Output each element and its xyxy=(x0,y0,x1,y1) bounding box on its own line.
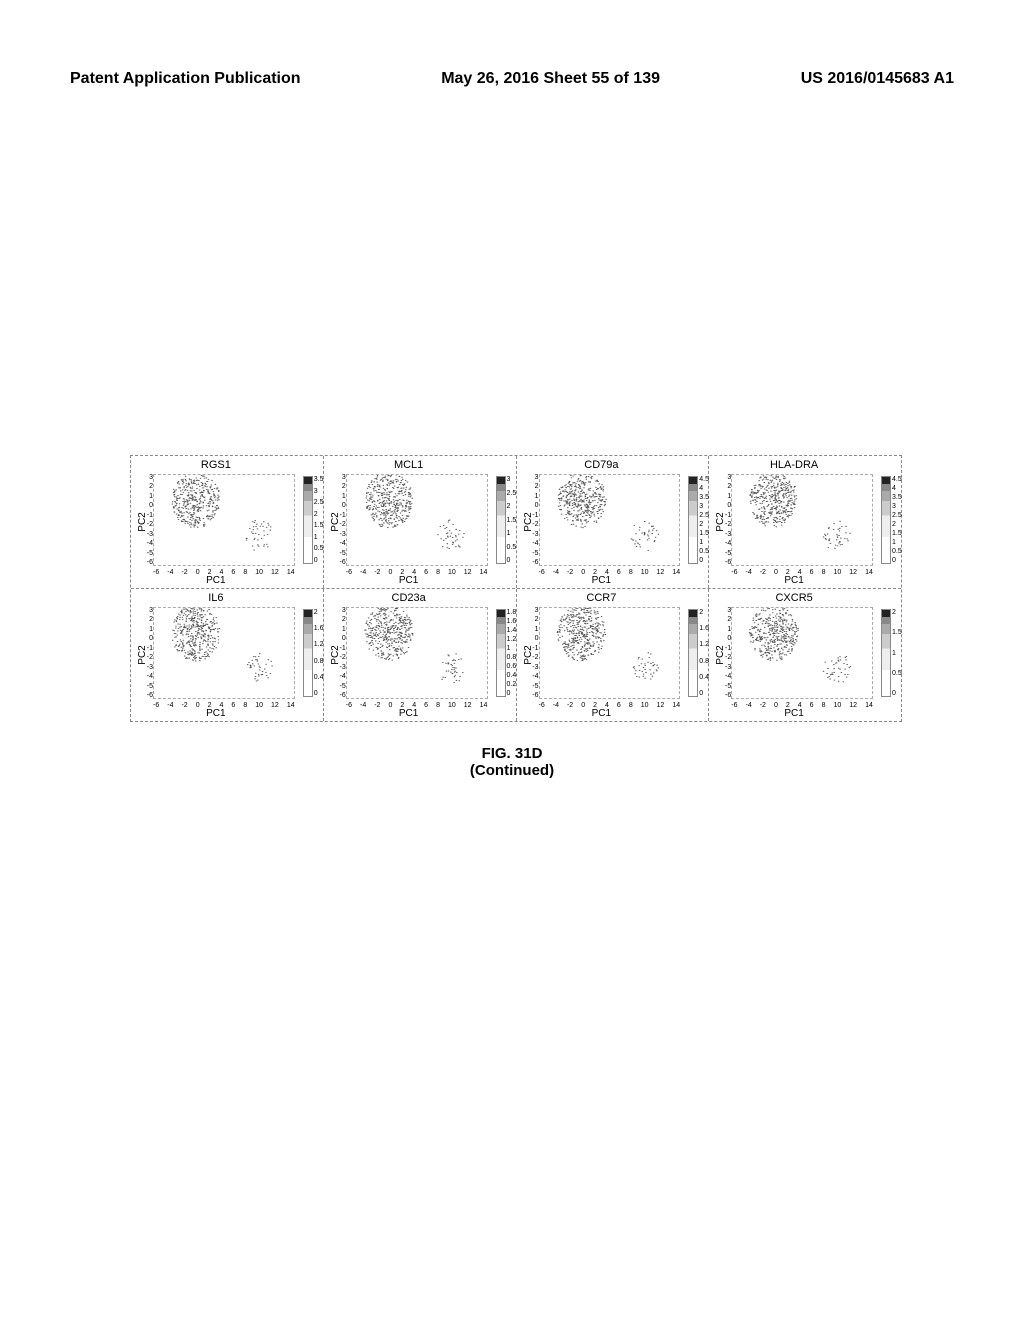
chart-title: CCR7 xyxy=(517,592,687,604)
colorbar xyxy=(496,476,506,564)
colorbar-ticks: 21.61.20.80.40 xyxy=(314,609,323,697)
chart-cell-cxcr5: CXCR5PC2-6-5-4-3-2-10123-6-4-20246810121… xyxy=(709,589,901,721)
scatter-svg xyxy=(154,475,294,565)
plot-area xyxy=(153,474,295,566)
colorbar xyxy=(496,609,506,697)
plot-area xyxy=(731,474,873,566)
plot-area xyxy=(731,607,873,699)
colorbar xyxy=(688,609,698,697)
chart-row: RGS1PC2-6-5-4-3-2-10123-6-4-202468101214… xyxy=(131,456,901,589)
y-ticks: -6-5-4-3-2-10123 xyxy=(334,607,346,699)
scatter-svg xyxy=(732,608,872,698)
colorbar xyxy=(303,476,313,564)
caption-line2: (Continued) xyxy=(0,762,1024,779)
y-ticks: -6-5-4-3-2-10123 xyxy=(141,607,153,699)
y-ticks: -6-5-4-3-2-10123 xyxy=(527,607,539,699)
colorbar xyxy=(881,476,891,564)
figure-caption: FIG. 31D (Continued) xyxy=(0,745,1024,779)
x-axis-label: PC1 xyxy=(324,708,494,719)
chart-cell-cd79a: CD79aPC2-6-5-4-3-2-10123-6-4-20246810121… xyxy=(517,456,710,588)
scatter-svg xyxy=(540,475,680,565)
chart-title: IL6 xyxy=(131,592,301,604)
chart-title: CXCR5 xyxy=(709,592,879,604)
chart-title: RGS1 xyxy=(131,459,301,471)
x-axis-label: PC1 xyxy=(324,575,494,586)
chart-title: CD79a xyxy=(517,459,687,471)
colorbar-ticks: 32.521.510.50 xyxy=(507,476,516,564)
chart-cell-il6: IL6PC2-6-5-4-3-2-10123-6-4-202468101214P… xyxy=(131,589,324,721)
header-center: May 26, 2016 Sheet 55 of 139 xyxy=(301,70,801,88)
chart-title: HLA-DRA xyxy=(709,459,879,471)
y-ticks: -6-5-4-3-2-10123 xyxy=(141,474,153,566)
chart-cell-rgs1: RGS1PC2-6-5-4-3-2-10123-6-4-202468101214… xyxy=(131,456,324,588)
plot-area xyxy=(153,607,295,699)
chart-cell-ccr7: CCR7PC2-6-5-4-3-2-10123-6-4-202468101214… xyxy=(517,589,710,721)
colorbar-ticks: 3.532.521.510.50 xyxy=(314,476,323,564)
header-left: Patent Application Publication xyxy=(70,70,301,88)
scatter-svg xyxy=(347,608,487,698)
page-header: Patent Application Publication May 26, 2… xyxy=(0,70,1024,88)
chart-title: CD23a xyxy=(324,592,494,604)
x-axis-label: PC1 xyxy=(131,708,301,719)
scatter-svg xyxy=(732,475,872,565)
colorbar-ticks: 4.543.532.521.510.50 xyxy=(892,476,901,564)
x-axis-label: PC1 xyxy=(131,575,301,586)
y-ticks: -6-5-4-3-2-10123 xyxy=(719,607,731,699)
header-right: US 2016/0145683 A1 xyxy=(801,70,954,88)
y-ticks: -6-5-4-3-2-10123 xyxy=(527,474,539,566)
scatter-panel-grid: RGS1PC2-6-5-4-3-2-10123-6-4-202468101214… xyxy=(130,455,902,722)
x-axis-label: PC1 xyxy=(517,708,687,719)
x-axis-label: PC1 xyxy=(709,575,879,586)
plot-area xyxy=(539,607,681,699)
scatter-svg xyxy=(347,475,487,565)
y-ticks: -6-5-4-3-2-10123 xyxy=(719,474,731,566)
chart-cell-cd23a: CD23aPC2-6-5-4-3-2-10123-6-4-20246810121… xyxy=(324,589,517,721)
x-axis-label: PC1 xyxy=(709,708,879,719)
colorbar-ticks: 21.510.50 xyxy=(892,609,901,697)
scatter-svg xyxy=(154,608,294,698)
y-ticks: -6-5-4-3-2-10123 xyxy=(334,474,346,566)
colorbar-ticks: 4.543.532.521.510.50 xyxy=(699,476,708,564)
caption-line1: FIG. 31D xyxy=(0,745,1024,762)
plot-area xyxy=(346,474,488,566)
colorbar xyxy=(688,476,698,564)
colorbar-ticks: 21.61.20.80.40 xyxy=(699,609,708,697)
chart-cell-mcl1: MCL1PC2-6-5-4-3-2-10123-6-4-202468101214… xyxy=(324,456,517,588)
chart-row: IL6PC2-6-5-4-3-2-10123-6-4-202468101214P… xyxy=(131,589,901,721)
plot-area xyxy=(346,607,488,699)
colorbar xyxy=(303,609,313,697)
x-axis-label: PC1 xyxy=(517,575,687,586)
colorbar xyxy=(881,609,891,697)
scatter-svg xyxy=(540,608,680,698)
plot-area xyxy=(539,474,681,566)
colorbar-ticks: 1.81.61.41.210.80.60.40.20 xyxy=(507,609,516,697)
chart-title: MCL1 xyxy=(324,459,494,471)
chart-cell-hla-dra: HLA-DRAPC2-6-5-4-3-2-10123-6-4-202468101… xyxy=(709,456,901,588)
